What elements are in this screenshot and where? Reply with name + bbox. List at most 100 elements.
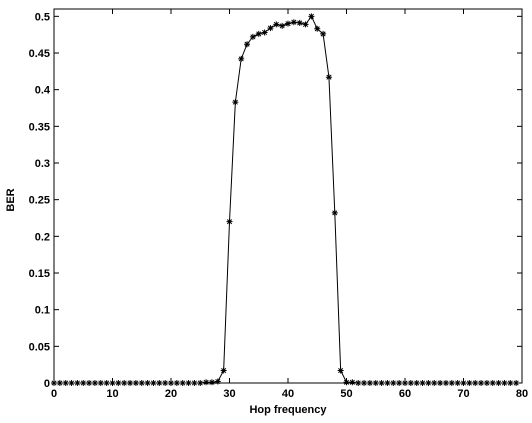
y-tick-label: 0.3 xyxy=(35,158,50,170)
y-tick-label: 0.2 xyxy=(35,231,50,243)
marker xyxy=(97,380,104,386)
x-tick-label: 80 xyxy=(516,388,528,400)
x-axis-title: Hop frequency xyxy=(249,404,327,416)
marker xyxy=(314,25,321,32)
marker xyxy=(460,380,467,386)
marker xyxy=(203,379,210,386)
x-tick-label: 40 xyxy=(282,388,294,400)
marker xyxy=(197,380,204,386)
marker xyxy=(448,380,455,386)
y-tick-label: 0 xyxy=(44,378,50,390)
marker xyxy=(390,380,397,386)
y-tick-label: 0.4 xyxy=(35,85,51,97)
y-axis-title: BER xyxy=(5,188,17,211)
marker xyxy=(56,380,63,386)
marker xyxy=(466,380,473,386)
marker xyxy=(267,25,274,32)
marker xyxy=(285,20,291,27)
marker xyxy=(472,380,479,386)
marker xyxy=(308,13,315,20)
marker xyxy=(121,380,128,386)
marker xyxy=(144,380,151,386)
marker xyxy=(407,380,414,386)
marker xyxy=(109,380,116,386)
marker xyxy=(62,380,69,386)
marker xyxy=(489,380,496,386)
y-tick-label: 0.15 xyxy=(29,268,50,280)
marker xyxy=(366,380,373,386)
marker xyxy=(431,380,438,386)
x-tick-label: 50 xyxy=(340,388,352,400)
marker xyxy=(261,29,268,36)
y-tick-label: 0.45 xyxy=(29,48,50,60)
marker xyxy=(179,380,186,386)
x-tick-label: 60 xyxy=(399,388,411,400)
marker xyxy=(361,380,368,386)
x-tick-label: 20 xyxy=(165,388,177,400)
marker xyxy=(74,380,81,386)
marker xyxy=(355,380,362,386)
marker xyxy=(349,379,356,386)
marker xyxy=(402,380,408,386)
marker xyxy=(454,380,461,386)
marker xyxy=(372,380,379,386)
marker xyxy=(232,99,239,106)
y-tick-label: 0.05 xyxy=(29,341,50,353)
marker xyxy=(290,19,297,26)
marker xyxy=(208,379,215,386)
marker xyxy=(138,380,145,386)
marker xyxy=(425,380,432,386)
y-tick-label: 0.25 xyxy=(29,195,50,207)
marker xyxy=(325,74,332,81)
marker xyxy=(384,380,391,386)
marker xyxy=(150,380,157,386)
marker xyxy=(156,380,163,386)
marker xyxy=(86,380,93,386)
marker xyxy=(495,380,502,386)
marker xyxy=(442,380,449,386)
x-tick-label: 70 xyxy=(457,388,469,400)
marker xyxy=(162,380,169,386)
marker xyxy=(51,380,57,386)
x-tick-label: 30 xyxy=(223,388,235,400)
y-tick-label: 0.5 xyxy=(35,11,50,23)
marker xyxy=(501,380,508,386)
marker xyxy=(337,367,344,374)
marker xyxy=(103,380,110,386)
x-tick-label: 0 xyxy=(51,388,57,400)
marker xyxy=(513,380,520,386)
marker xyxy=(255,30,262,37)
marker xyxy=(302,21,309,28)
marker xyxy=(132,380,139,386)
marker xyxy=(483,380,490,386)
marker xyxy=(191,380,198,386)
marker xyxy=(238,55,245,62)
marker xyxy=(68,380,75,386)
marker xyxy=(331,209,338,216)
plot-area xyxy=(53,8,523,384)
marker xyxy=(419,380,426,386)
marker xyxy=(168,380,174,386)
marker xyxy=(507,380,514,386)
marker xyxy=(185,380,192,386)
marker xyxy=(173,380,180,386)
marker xyxy=(343,379,350,386)
marker xyxy=(437,380,444,386)
marker xyxy=(396,380,403,386)
marker xyxy=(320,30,327,37)
marker xyxy=(127,380,134,386)
marker xyxy=(214,378,221,385)
marker xyxy=(226,218,233,225)
y-tick-label: 0.35 xyxy=(29,121,50,133)
x-tick-label: 10 xyxy=(106,388,118,400)
marker xyxy=(220,367,227,374)
marker xyxy=(413,380,420,386)
marker xyxy=(80,380,87,386)
marker xyxy=(91,380,98,386)
marker xyxy=(378,380,385,386)
y-tick-label: 0.1 xyxy=(35,305,50,317)
marker xyxy=(296,19,303,26)
marker xyxy=(273,21,280,28)
marker xyxy=(249,33,256,40)
